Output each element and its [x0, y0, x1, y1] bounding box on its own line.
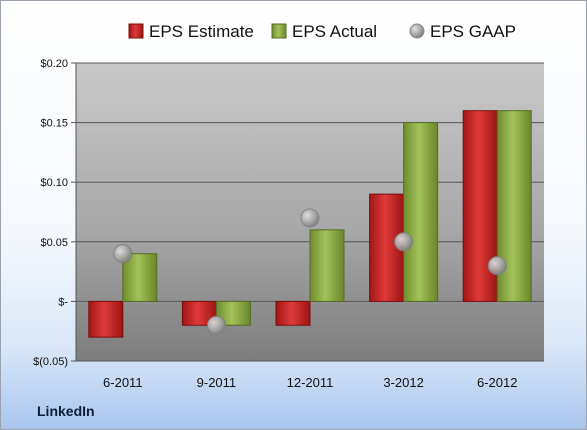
- y-tick-label: $0.05: [40, 237, 68, 249]
- marker-eps-gaap: [394, 232, 414, 252]
- legend-swatch-eps-estimate: [128, 23, 144, 39]
- marker-eps-gaap: [300, 208, 320, 228]
- bar-eps-actual: [215, 300, 251, 326]
- x-tick-label: 3-2012: [383, 375, 423, 390]
- bar-eps-actual: [403, 122, 439, 302]
- legend-label: EPS Actual: [292, 22, 377, 41]
- x-tick-label: 9-2011: [197, 375, 237, 390]
- company-label: LinkedIn: [37, 403, 95, 419]
- y-tick-label: $(0.05): [33, 356, 68, 368]
- y-tick-label: $-: [58, 296, 68, 308]
- legend-swatch-eps-actual: [271, 23, 287, 39]
- x-tick-label: 6-2011: [103, 375, 143, 390]
- x-tick-label: 6-2012: [477, 375, 517, 390]
- y-tick-label: $0.20: [40, 58, 68, 70]
- bar-eps-actual: [309, 229, 345, 302]
- bar-eps-estimate: [275, 300, 311, 326]
- legend-swatch-eps-gaap: [409, 23, 425, 39]
- legend-label: EPS Estimate: [149, 22, 254, 41]
- x-tick-label: 12-2011: [287, 375, 334, 390]
- bar-eps-actual: [122, 253, 158, 302]
- marker-eps-gaap: [487, 256, 507, 276]
- legend-label: EPS GAAP: [430, 22, 516, 41]
- marker-eps-gaap: [206, 315, 226, 335]
- y-tick-label: $0.15: [40, 118, 68, 130]
- bar-eps-estimate: [88, 300, 124, 338]
- marker-eps-gaap: [113, 244, 133, 264]
- y-tick-label: $0.10: [40, 177, 68, 189]
